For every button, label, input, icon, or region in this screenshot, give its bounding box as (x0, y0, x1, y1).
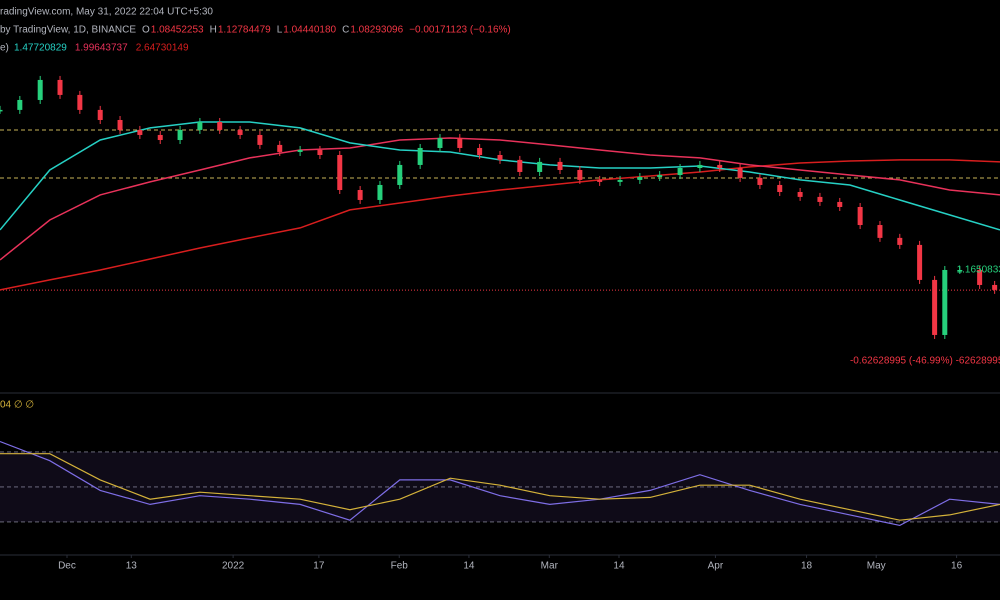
x-tick-label: Mar (541, 561, 559, 572)
candle (877, 225, 883, 238)
candle (777, 184, 783, 193)
candle (237, 129, 243, 135)
annotation: 1.1650833 (957, 265, 1000, 276)
rsi-ma-line (0, 453, 1000, 521)
candle (137, 129, 143, 135)
x-tick-label: 13 (126, 561, 138, 572)
source-text: radingView.com, May 31, 2022 22:04 UTC+5… (0, 7, 213, 18)
change-text: −0.00171123 (−0.16%) (409, 25, 511, 36)
candle (37, 79, 43, 100)
candle (677, 168, 683, 176)
candle (117, 119, 123, 130)
x-tick-label: May (867, 561, 886, 572)
candle (837, 201, 843, 207)
candle (57, 79, 63, 95)
candle (637, 177, 643, 180)
ma-label: e) (0, 43, 9, 54)
candle (397, 164, 403, 185)
ohlc-label: O (142, 25, 150, 36)
candle (617, 179, 623, 182)
ohlc-value: 1.04440180 (283, 25, 336, 36)
candle (957, 269, 963, 272)
candle (897, 237, 903, 245)
x-tick-label: Apr (708, 561, 724, 572)
x-tick-label: Feb (391, 561, 409, 572)
candle (517, 159, 523, 172)
candle (157, 134, 163, 141)
x-tick-label: 16 (951, 561, 963, 572)
ma-value: 1.99643737 (75, 43, 128, 54)
candle (437, 138, 443, 148)
candle (817, 196, 823, 202)
candle (177, 129, 183, 141)
candle (277, 144, 283, 152)
ma-value: 1.47720829 (14, 43, 67, 54)
candle (457, 138, 463, 148)
candle (297, 149, 303, 152)
candle (557, 161, 563, 170)
candle (857, 206, 863, 226)
ohlc-value: 1.08452253 (151, 25, 204, 36)
candle (697, 164, 703, 168)
annotation: -0.62628995 (-46.99%) -62628995 (850, 355, 1000, 366)
candle (717, 164, 723, 168)
candle (497, 155, 503, 160)
candle (657, 175, 663, 178)
x-tick-label: 14 (613, 561, 625, 572)
moving-average (0, 159, 1000, 291)
ohlc-label: C (342, 25, 349, 36)
candle (477, 147, 483, 156)
x-tick-label: 14 (463, 561, 475, 572)
candle (337, 155, 343, 191)
candle (737, 168, 743, 178)
candle (0, 109, 3, 112)
ma-value: 2.64730149 (136, 43, 189, 54)
candle (97, 109, 103, 120)
candle (377, 184, 383, 200)
x-tick-label: 2022 (222, 561, 245, 572)
ohlc-label: H (210, 25, 217, 36)
x-tick-label: Dec (58, 561, 76, 572)
candle (597, 179, 603, 182)
ohlc-label: L (277, 25, 283, 36)
candle (257, 134, 263, 145)
rsi-label: 04 ∅ ∅ (0, 400, 34, 411)
rsi-line (0, 440, 1000, 527)
candle (17, 99, 23, 110)
candle (917, 244, 923, 280)
ohlc-value: 1.12784479 (218, 25, 271, 36)
moving-average (0, 137, 1000, 261)
candle (992, 284, 998, 290)
candle (417, 147, 423, 165)
candle (217, 121, 223, 130)
candle (797, 192, 803, 197)
candle (757, 177, 763, 185)
candle (942, 269, 948, 335)
candle (317, 149, 323, 156)
candle (77, 94, 83, 110)
x-tick-label: 17 (313, 561, 325, 572)
candle (577, 169, 583, 180)
candle (977, 269, 983, 285)
candle (537, 161, 543, 172)
x-tick-label: 18 (801, 561, 813, 572)
candle (932, 279, 938, 335)
candle (197, 121, 203, 130)
ohlc-value: 1.08293096 (350, 25, 403, 36)
symbol-text: by TradingView, 1D, BINANCE (0, 25, 136, 36)
candle (357, 190, 363, 200)
rsi-band-fill (0, 451, 1000, 522)
